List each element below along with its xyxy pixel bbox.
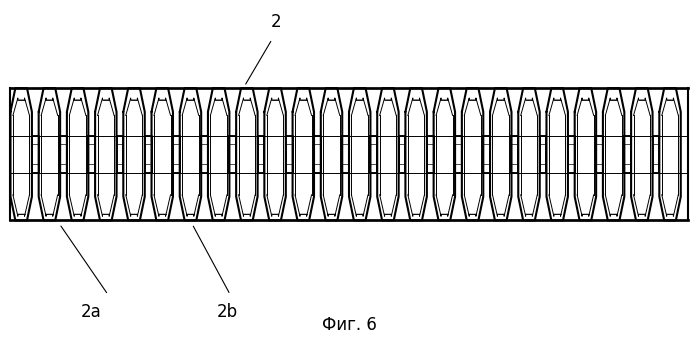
Text: 2: 2 bbox=[270, 13, 281, 31]
Polygon shape bbox=[67, 88, 89, 220]
Polygon shape bbox=[201, 136, 208, 173]
Polygon shape bbox=[10, 88, 32, 220]
Polygon shape bbox=[89, 136, 95, 173]
Polygon shape bbox=[483, 136, 490, 173]
Polygon shape bbox=[377, 88, 399, 220]
Polygon shape bbox=[124, 88, 144, 220]
Text: Фиг. 6: Фиг. 6 bbox=[322, 316, 376, 335]
Polygon shape bbox=[95, 88, 117, 220]
Polygon shape bbox=[285, 136, 292, 173]
Text: 2b: 2b bbox=[216, 303, 237, 321]
Polygon shape bbox=[512, 136, 518, 173]
Polygon shape bbox=[179, 88, 201, 220]
Polygon shape bbox=[540, 136, 547, 173]
Polygon shape bbox=[518, 88, 540, 220]
Polygon shape bbox=[568, 136, 574, 173]
Polygon shape bbox=[292, 88, 314, 220]
Polygon shape bbox=[32, 136, 38, 173]
Polygon shape bbox=[342, 136, 349, 173]
Polygon shape bbox=[151, 88, 173, 220]
Polygon shape bbox=[624, 136, 631, 173]
Polygon shape bbox=[603, 88, 624, 220]
Polygon shape bbox=[653, 136, 660, 173]
Polygon shape bbox=[38, 88, 60, 220]
Polygon shape bbox=[236, 88, 258, 220]
Polygon shape bbox=[208, 88, 230, 220]
Polygon shape bbox=[406, 88, 427, 220]
Text: 2a: 2a bbox=[80, 303, 101, 321]
Polygon shape bbox=[117, 136, 124, 173]
Polygon shape bbox=[258, 136, 265, 173]
Polygon shape bbox=[631, 88, 653, 220]
Polygon shape bbox=[60, 136, 67, 173]
Polygon shape bbox=[349, 88, 371, 220]
Polygon shape bbox=[427, 136, 433, 173]
Polygon shape bbox=[433, 88, 455, 220]
Polygon shape bbox=[547, 88, 568, 220]
Polygon shape bbox=[596, 136, 603, 173]
Polygon shape bbox=[144, 136, 151, 173]
Polygon shape bbox=[660, 88, 681, 220]
Polygon shape bbox=[371, 136, 377, 173]
Polygon shape bbox=[265, 88, 285, 220]
Polygon shape bbox=[230, 136, 236, 173]
Polygon shape bbox=[321, 88, 342, 220]
Polygon shape bbox=[314, 136, 321, 173]
Polygon shape bbox=[462, 88, 483, 220]
Polygon shape bbox=[455, 136, 462, 173]
Polygon shape bbox=[490, 88, 512, 220]
Polygon shape bbox=[173, 136, 179, 173]
Polygon shape bbox=[399, 136, 406, 173]
Polygon shape bbox=[574, 88, 596, 220]
Polygon shape bbox=[10, 88, 688, 220]
